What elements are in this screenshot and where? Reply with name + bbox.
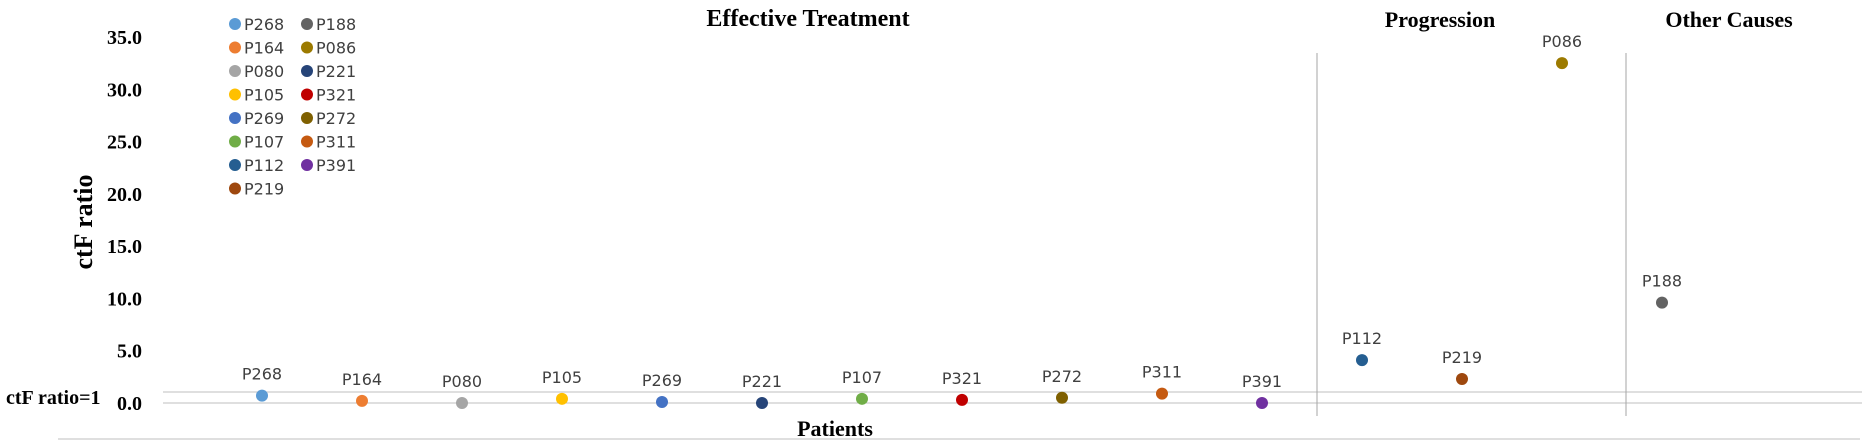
data-label-p086: P086 xyxy=(1542,32,1582,51)
group-title-progression: Progression xyxy=(1385,7,1495,32)
legend-label-p311: P311 xyxy=(316,133,356,152)
data-label-p219: P219 xyxy=(1442,348,1482,367)
y-tick-label: 20.0 xyxy=(107,184,142,206)
data-label-p105: P105 xyxy=(542,368,582,387)
data-point-p269 xyxy=(656,395,668,408)
group-title-effective-treatment: Effective Treatment xyxy=(706,6,909,32)
data-point-p112 xyxy=(1356,354,1368,367)
legend-label-p272: P272 xyxy=(316,109,356,128)
data-point-p086 xyxy=(1556,57,1568,70)
x-axis-label: Patients xyxy=(797,416,873,441)
data-label-p164: P164 xyxy=(342,370,382,389)
data-label-p268: P268 xyxy=(242,365,282,384)
legend-marker-p112 xyxy=(229,159,241,171)
data-point-p080 xyxy=(456,397,468,409)
data-label-p311: P311 xyxy=(1142,363,1182,382)
y-axis-label: ctF ratio xyxy=(69,174,98,269)
y-tick-label: 30.0 xyxy=(107,79,142,101)
legend-marker-p391 xyxy=(301,159,313,171)
data-point-p272 xyxy=(1056,391,1068,404)
legend-label-p321: P321 xyxy=(316,86,356,105)
legend-label-p219: P219 xyxy=(244,180,284,199)
legend-label-p164: P164 xyxy=(244,39,284,58)
legend-marker-p221 xyxy=(301,65,313,77)
legend-marker-p086 xyxy=(301,41,313,54)
legend-label-p268: P268 xyxy=(244,15,284,34)
legend-marker-p164 xyxy=(229,41,241,54)
legend-label-p391: P391 xyxy=(316,156,356,175)
y-tick-label: 10.0 xyxy=(107,288,142,310)
legend-marker-p272 xyxy=(301,112,313,124)
data-label-p391: P391 xyxy=(1242,372,1282,391)
legend-label-p221: P221 xyxy=(316,62,356,81)
data-point-p188 xyxy=(1656,296,1668,309)
y-tick-label: 5.0 xyxy=(117,341,142,363)
data-label-p188: P188 xyxy=(1642,272,1682,291)
data-point-p105 xyxy=(556,392,568,405)
legend-marker-p107 xyxy=(229,135,241,148)
legend-label-p105: P105 xyxy=(244,86,284,105)
legend-label-p112: P112 xyxy=(244,156,284,175)
data-point-p221 xyxy=(756,397,768,409)
y-tick-labels: 0.0 5.0 10.0 15.0 20.0 25.0 30.0 35.0 xyxy=(107,27,142,415)
legend-label-p188: P188 xyxy=(316,15,356,34)
data-point-p164 xyxy=(356,394,368,407)
legend-marker-p080 xyxy=(229,65,241,77)
data-point-p311 xyxy=(1156,387,1168,400)
y-tick-label: 0.0 xyxy=(117,393,142,415)
legend-marker-p321 xyxy=(301,88,313,101)
y-tick-label: 35.0 xyxy=(107,27,142,49)
legend-label-p269: P269 xyxy=(244,109,284,128)
legend-marker-p188 xyxy=(301,18,313,30)
legend-label-p107: P107 xyxy=(244,133,284,152)
data-label-p112: P112 xyxy=(1342,329,1382,348)
group-title-other-causes: Other Causes xyxy=(1665,7,1793,32)
data-point-p219 xyxy=(1456,372,1468,385)
legend: P268 P188 P164 P086 P080 P221 P105 P321 P269 P272… xyxy=(229,15,356,199)
data-label-p107: P107 xyxy=(842,368,882,387)
data-point-p268 xyxy=(256,389,268,402)
legend-marker-p311 xyxy=(301,135,313,148)
y-tick-label: 15.0 xyxy=(107,236,142,258)
legend-label-p080: P080 xyxy=(244,62,284,81)
reference-line-label: ctF ratio=1 xyxy=(6,387,101,409)
data-label-p269: P269 xyxy=(642,371,682,390)
y-tick-label: 25.0 xyxy=(107,132,142,154)
data-label-p221: P221 xyxy=(742,372,782,391)
data-point-p391 xyxy=(1256,397,1268,409)
data-label-p272: P272 xyxy=(1042,367,1082,386)
data-label-p321: P321 xyxy=(942,369,982,388)
legend-marker-p268 xyxy=(229,18,241,30)
data-point-p321 xyxy=(956,393,968,406)
legend-marker-p269 xyxy=(229,112,241,124)
legend-label-p086: P086 xyxy=(316,39,356,58)
data-label-p080: P080 xyxy=(442,372,482,391)
legend-marker-p105 xyxy=(229,88,241,101)
data-point-p107 xyxy=(856,392,868,405)
data-points: P268 P164 P080 P105 P269 P221 P107 P321 P272 P311… xyxy=(242,32,1682,409)
legend-marker-p219 xyxy=(229,182,241,195)
